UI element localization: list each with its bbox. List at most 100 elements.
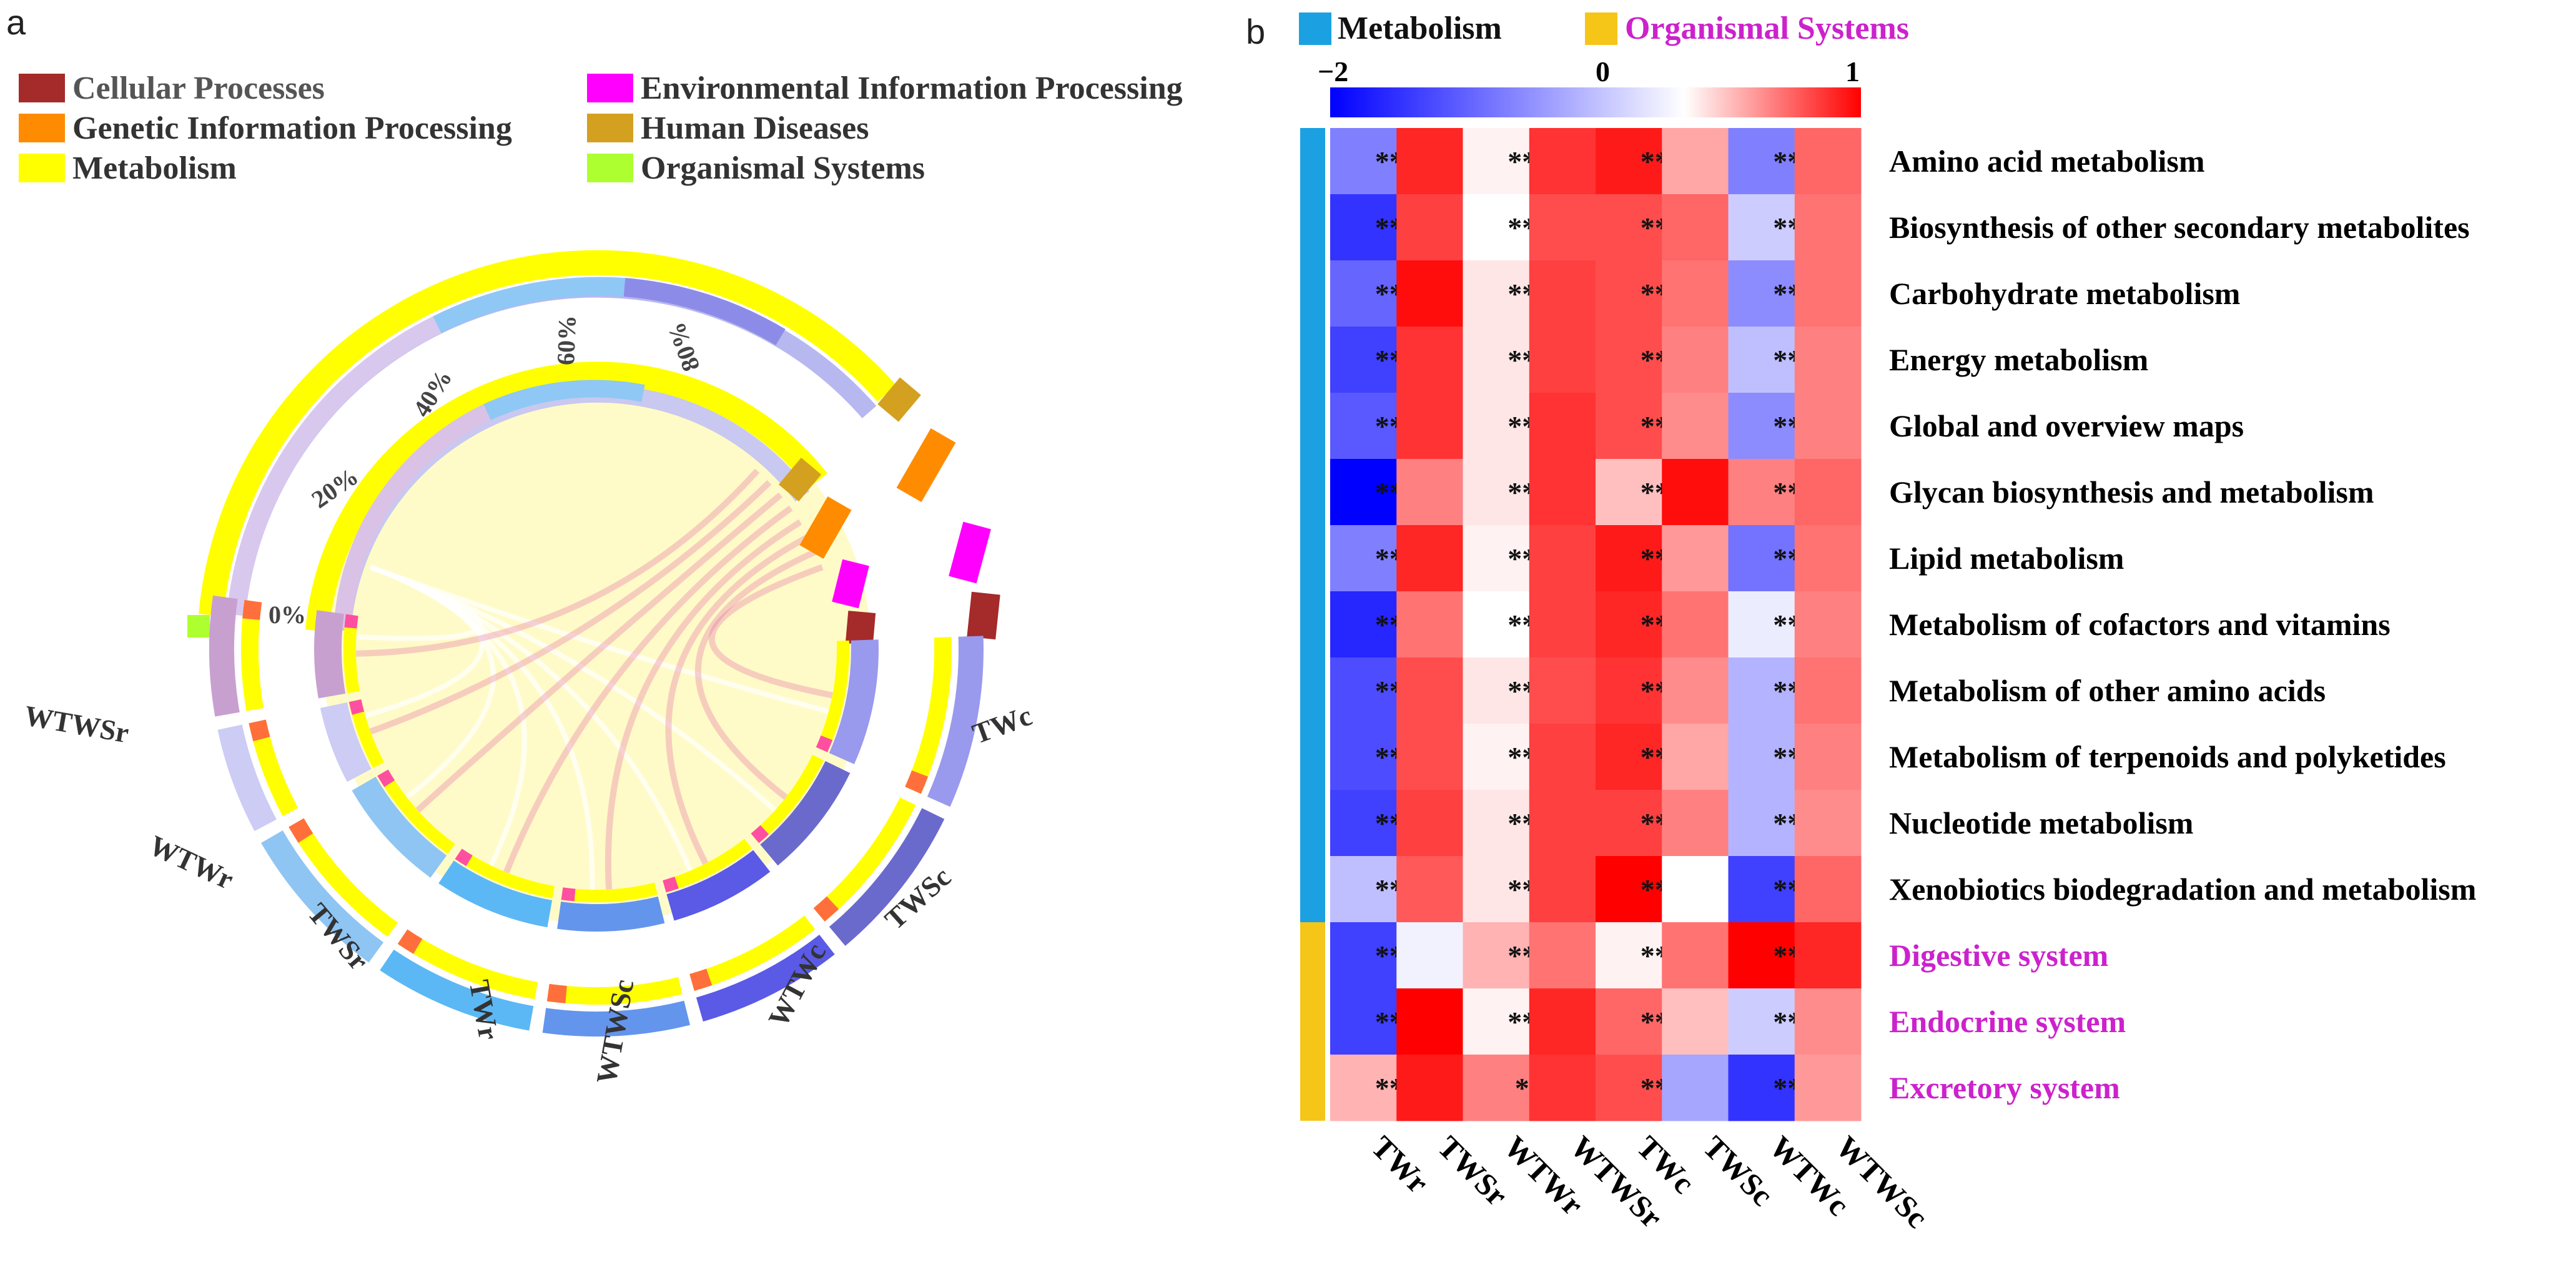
heatmap-cell: [1529, 790, 1596, 857]
heatmap-cell: [1794, 591, 1862, 658]
legend-swatch-organismal: [587, 154, 633, 182]
group-inner-arc: [760, 760, 851, 866]
circos-ribbon: [605, 519, 802, 890]
row-label: Carbohydrate metabolism: [1889, 276, 2240, 311]
heatmap-cell: [1330, 260, 1397, 327]
legend-environmental-information-processing: Environmental Information Processing: [641, 71, 1183, 106]
heatmap-cell: [1662, 327, 1729, 393]
colorbar: −2 0 1: [1318, 56, 1861, 117]
heatmap-cell: [1529, 194, 1596, 261]
row-group-bar: [1300, 724, 1325, 790]
heatmap-cell: [1662, 194, 1729, 261]
heatmap-cell: [1396, 856, 1463, 923]
heatmap-cell: [1330, 856, 1397, 923]
row-label: Xenobiotics biodegradation and metabolis…: [1889, 872, 2476, 907]
row-label: Metabolism of other amino acids: [1889, 673, 2326, 708]
heatmap-cell: [1596, 327, 1662, 393]
panel-b-legend: Metabolism Organismal Systems: [1299, 11, 1909, 46]
heatmap: ************Amino acid metabolism*******…: [1300, 128, 2476, 1234]
heatmap-cell: [1529, 856, 1596, 923]
group-outer-arc: [209, 595, 240, 717]
circos-ribbon: [356, 468, 760, 657]
group-category-accent: [348, 699, 365, 715]
heatmap-cell: [1794, 1055, 1862, 1121]
heatmap-cell: [1330, 591, 1397, 658]
heatmap-cell: [1396, 724, 1463, 790]
inner-category-tiles: [778, 458, 876, 646]
heatmap-cell: [1728, 922, 1795, 989]
group-outer-metabolism: [905, 637, 952, 794]
group-category-accent: [397, 929, 423, 954]
legend-metabolism-b: Metabolism: [1338, 11, 1502, 46]
heatmap-cell: [1463, 393, 1530, 460]
heatmap-cell: [1463, 790, 1530, 857]
row-label: Excretory system: [1889, 1070, 2120, 1105]
row-label: Endocrine system: [1889, 1004, 2126, 1039]
heatmap-cell: [1396, 327, 1463, 393]
group-category-accent: [905, 770, 929, 794]
legend-swatch-genetic: [19, 114, 65, 142]
colorbar-mid-label: 0: [1596, 56, 1610, 87]
heatmap-cell: [1596, 459, 1662, 526]
row-label: Digestive system: [1889, 938, 2108, 973]
outer-sample-arc-mid: [433, 277, 626, 333]
column-label: WTWSc: [1829, 1129, 1935, 1234]
heatmap-cell: [1662, 724, 1729, 790]
colorbar-gradient: [1330, 87, 1861, 117]
outer-tile-environmental: [949, 521, 991, 584]
heatmap-cell: [1728, 657, 1795, 724]
heatmap-cell: [1794, 327, 1862, 393]
row-group-bar: [1300, 790, 1325, 856]
heatmap-cell: [1662, 128, 1729, 195]
row-group-bar: [1300, 194, 1325, 260]
row-group-bar: [1300, 128, 1325, 194]
row-group-bar: [1300, 327, 1325, 393]
heatmap-cell: [1728, 525, 1795, 592]
row-group-bar: [1300, 657, 1325, 724]
sample-group-arcs: [209, 595, 984, 1036]
outer-sample-arc-right: [623, 278, 786, 345]
circos-ribbon: [369, 480, 772, 735]
heatmap-cell: [1662, 922, 1729, 989]
group-outer-arc: [927, 636, 984, 807]
heatmap-cell: [1596, 988, 1662, 1055]
group-outer-arc: [696, 934, 835, 1022]
group-category-accent: [344, 614, 358, 629]
legend-swatch-cellular: [19, 74, 65, 102]
heatmap-cell: [1396, 790, 1463, 857]
legend-swatch-organismal-b: [1585, 12, 1617, 45]
group-inner-arc: [320, 702, 372, 782]
heatmap-cell: [1463, 194, 1530, 261]
heatmap-cell: [1794, 194, 1862, 261]
group-category-accent: [561, 887, 576, 902]
heatmap-cell: [1330, 393, 1397, 460]
row-label: Metabolism of cofactors and vitamins: [1889, 607, 2391, 642]
group-category-accent: [689, 968, 713, 991]
inner-sample-arc-left: [333, 404, 491, 631]
row-label: Global and overview maps: [1889, 408, 2244, 443]
heatmap-cell: [1396, 128, 1463, 195]
heatmap-cell: [1396, 988, 1463, 1055]
heatmap-cell: [1396, 194, 1463, 261]
row-group-bar: [1300, 856, 1325, 922]
heatmap-cell: [1463, 128, 1530, 195]
heatmap-cell: [1728, 459, 1795, 526]
circos-ribbon: [708, 564, 833, 699]
row-group-bar: [1300, 459, 1325, 525]
heatmap-cell: [1463, 856, 1530, 923]
outer-sample-arc-left: [227, 316, 442, 616]
outer-tile-cellular: [967, 591, 1000, 640]
heatmap-cell: [1529, 525, 1596, 592]
heatmap-cell: [1596, 591, 1662, 658]
heatmap-cell: [1728, 194, 1795, 261]
row-label: Energy metabolism: [1889, 342, 2148, 377]
heatmap-cell: [1728, 1055, 1795, 1121]
circos-plot: 0% 20% 40% 60% 80% TWcTWScWTWcWTWScTWrTW…: [22, 250, 1036, 1086]
row-label: Biosynthesis of other secondary metaboli…: [1889, 210, 2470, 245]
pct-label-80: 80%: [662, 318, 706, 375]
row-group-bar: [1300, 260, 1325, 327]
outer-category-tiles: [877, 377, 1000, 640]
heatmap-cell: [1529, 724, 1596, 790]
inner-tile-human-diseases: [778, 458, 822, 501]
heatmap-cell: [1662, 525, 1729, 592]
